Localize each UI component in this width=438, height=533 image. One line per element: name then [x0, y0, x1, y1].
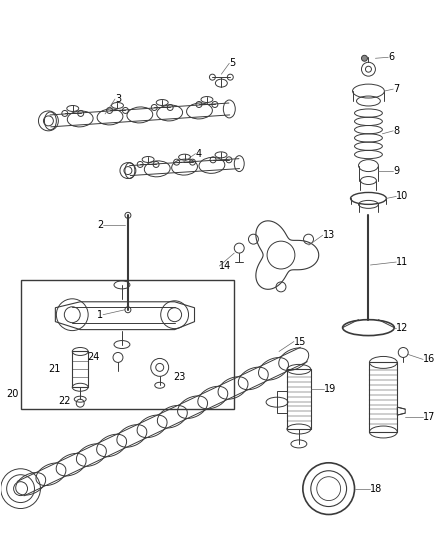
Text: 15: 15: [294, 336, 306, 346]
Text: 7: 7: [393, 84, 399, 94]
Bar: [72, 351, 88, 387]
Text: 4: 4: [195, 149, 201, 159]
Text: 2: 2: [97, 220, 103, 230]
Text: 11: 11: [396, 257, 409, 267]
Text: 13: 13: [323, 230, 335, 240]
Text: 20: 20: [6, 389, 18, 399]
Bar: [369, 362, 397, 432]
Text: 19: 19: [324, 384, 336, 394]
Text: 17: 17: [423, 412, 435, 422]
Bar: [277, 391, 287, 413]
Bar: [287, 369, 311, 429]
Text: 18: 18: [371, 483, 383, 494]
Text: 1: 1: [97, 310, 103, 320]
Text: 24: 24: [88, 352, 100, 362]
Text: 3: 3: [115, 94, 121, 104]
Text: 8: 8: [393, 126, 399, 136]
Text: 6: 6: [389, 52, 395, 62]
Text: 21: 21: [48, 365, 60, 374]
Circle shape: [361, 55, 367, 61]
Text: 10: 10: [396, 191, 409, 201]
Text: 14: 14: [219, 261, 232, 271]
Text: 16: 16: [423, 354, 435, 365]
Text: 12: 12: [396, 322, 409, 333]
Text: 9: 9: [393, 166, 399, 175]
Bar: [21, 280, 234, 409]
Text: 22: 22: [58, 396, 70, 406]
Text: 5: 5: [230, 58, 236, 68]
Text: 23: 23: [173, 373, 186, 382]
